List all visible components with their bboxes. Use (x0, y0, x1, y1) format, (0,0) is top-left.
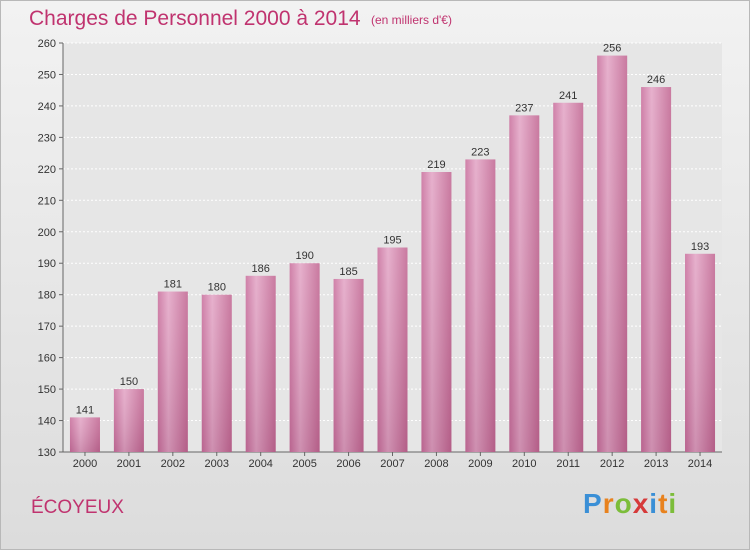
bar-shade (113, 389, 144, 452)
data-labels: 141 150 181 180 186 190 185 195 219 223 237 241 256 2… (76, 43, 709, 417)
data-label: 141 (76, 404, 94, 416)
x-tick-label: 2011 (556, 458, 580, 470)
x-tick-label: 2009 (468, 458, 492, 470)
y-tick-label: 190 (38, 258, 56, 270)
bar-shade (597, 55, 628, 452)
y-tick-label: 260 (38, 38, 56, 50)
logo-letter: t (658, 488, 669, 519)
bar-shade (289, 263, 320, 452)
logo-letter: r (602, 488, 615, 519)
data-label: 195 (383, 235, 401, 247)
bar-shade (509, 115, 540, 452)
x-tick-label: 2008 (424, 458, 448, 470)
logo-letter: x (632, 488, 650, 519)
data-label: 237 (515, 102, 533, 114)
y-tick-label: 250 (38, 69, 56, 81)
bar-shade (465, 159, 496, 452)
x-tick-label: 2003 (205, 458, 229, 470)
logo-letter: i (668, 488, 678, 519)
data-label: 186 (252, 263, 270, 275)
data-label: 241 (559, 90, 577, 102)
bar-shade (333, 278, 364, 452)
x-tick-label: 2005 (292, 458, 316, 470)
axes: 130 140 150 160 170 180 190 200 210 220 230 240 250 2… (38, 38, 722, 470)
bar-shade (69, 417, 100, 452)
y-tick-label: 210 (38, 195, 56, 207)
x-tick-label: 2001 (117, 458, 141, 470)
data-label: 181 (164, 279, 182, 291)
chart-title: Charges de Personnel 2000 à 2014 (29, 7, 361, 30)
data-label: 185 (339, 266, 357, 278)
y-tick-label: 150 (38, 384, 56, 396)
y-tick-label: 240 (38, 101, 56, 113)
x-tick-label: 2014 (688, 458, 712, 470)
x-tick-label: 2006 (336, 458, 360, 470)
data-label: 219 (427, 159, 445, 171)
logo-letter: o (614, 488, 633, 519)
logo-letter: i (649, 488, 659, 519)
y-tick-label: 200 (38, 227, 56, 239)
bar-shade (421, 171, 452, 452)
y-tick-label: 230 (38, 132, 56, 144)
y-tick-label: 220 (38, 164, 56, 176)
x-tick-label: 2004 (248, 458, 272, 470)
logo-letter: P (583, 488, 603, 519)
proxiti-logo: Proxiti (583, 488, 677, 520)
y-tick-label: 170 (38, 321, 56, 333)
commune-name: ÉCOYEUX (31, 497, 124, 518)
bar-shade (245, 275, 276, 452)
data-label: 193 (691, 241, 709, 253)
x-tick-label: 2002 (161, 458, 185, 470)
data-label: 246 (647, 74, 665, 86)
data-label: 256 (603, 43, 621, 55)
x-tick-label: 2013 (644, 458, 668, 470)
x-tick-label: 2012 (600, 458, 624, 470)
bar-shade (201, 294, 232, 452)
data-label: 223 (471, 146, 489, 158)
bar-shade (641, 87, 672, 453)
x-tick-label: 2000 (73, 458, 97, 470)
y-tick-label: 130 (38, 447, 56, 459)
bar-shade (553, 102, 584, 453)
chart-subtitle: (en milliers d'€) (371, 13, 452, 27)
bars (69, 55, 716, 453)
y-tick-label: 160 (38, 353, 56, 365)
data-label: 150 (120, 376, 138, 388)
data-label: 180 (208, 282, 226, 294)
data-label: 190 (295, 250, 313, 262)
bar-shade (377, 247, 408, 452)
bar-shade (685, 253, 716, 452)
y-tick-label: 180 (38, 290, 56, 302)
x-tick-label: 2010 (512, 458, 536, 470)
bar-shade (157, 291, 188, 452)
x-tick-label: 2007 (380, 458, 404, 470)
y-tick-label: 140 (38, 416, 56, 428)
